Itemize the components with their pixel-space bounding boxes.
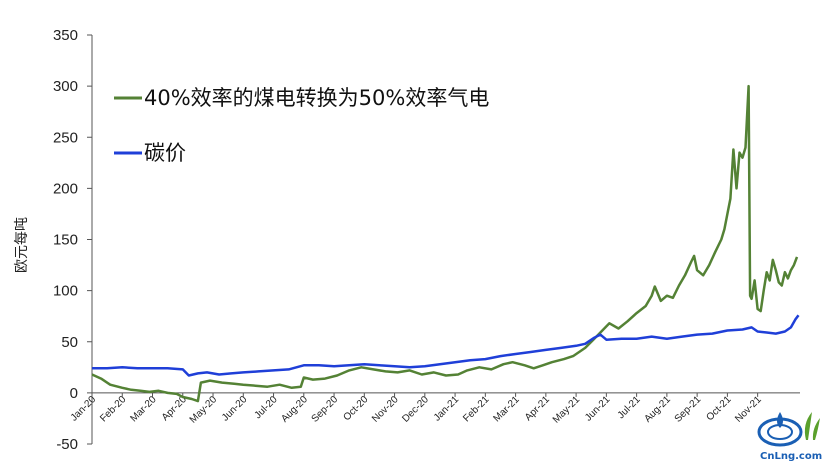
y-tick-label: -50 <box>56 436 78 453</box>
x-tick-label: May-21 <box>551 394 583 426</box>
logo-leaf-icon <box>804 412 820 440</box>
x-tick-label: Feb-21 <box>461 394 491 424</box>
series-group <box>91 84 800 403</box>
x-tick-label: Mar-20 <box>128 394 158 424</box>
x-tick-label: Aug-21 <box>642 394 673 425</box>
x-tick-label: Nov-21 <box>733 394 764 425</box>
x-tick-label: Jun-20 <box>220 394 250 424</box>
y-tick-label: 250 <box>53 129 78 146</box>
y-tick-label: 100 <box>53 283 78 300</box>
y-tick-label: 200 <box>53 180 78 197</box>
legend-label-series-2: 碳价 <box>144 141 186 165</box>
x-tick-label: Sep-20 <box>310 394 341 425</box>
x-tick-label: Nov-20 <box>370 394 401 425</box>
x-tick-label: Jun-21 <box>583 394 613 424</box>
legend: 40%效率的煤电转换为50%效率气电 碳价 <box>114 86 489 165</box>
x-tick-label: Sep-21 <box>673 394 704 425</box>
x-tick-label: Jan-21 <box>432 394 462 424</box>
x-tick-label: Dec-20 <box>400 394 431 425</box>
x-tick-label: Oct-20 <box>341 394 370 423</box>
series-line-1 <box>91 84 799 403</box>
x-tick-label: Aug-20 <box>279 394 310 425</box>
y-tick-label: 300 <box>53 78 78 95</box>
y-tick-label: 350 <box>53 27 78 44</box>
x-tick-label: Oct-21 <box>705 394 734 423</box>
x-tick-label: Jul-21 <box>616 394 643 421</box>
cnlng-logo: CnLng.com <box>757 412 822 462</box>
y-tick-label: 50 <box>61 334 78 351</box>
logo-wordmark: CnLng.com <box>760 451 822 462</box>
legend-label-series-1: 40%效率的煤电转换为50%效率气电 <box>144 86 489 110</box>
y-axis: -50 0 50 100 150 200 250 300 350 <box>53 27 93 453</box>
x-tick-label: Jul-20 <box>253 394 280 421</box>
logo-drop-icon <box>777 412 783 428</box>
y-tick-label: 150 <box>53 232 78 249</box>
series-line-2 <box>92 314 800 377</box>
x-tick-label: Feb-20 <box>98 394 128 424</box>
y-tick-label: 0 <box>70 385 78 402</box>
y-axis-title: 欧元每吨 <box>14 217 30 273</box>
x-tick-label: Mar-21 <box>492 394 522 424</box>
x-tick-label: Apr-21 <box>523 394 552 423</box>
